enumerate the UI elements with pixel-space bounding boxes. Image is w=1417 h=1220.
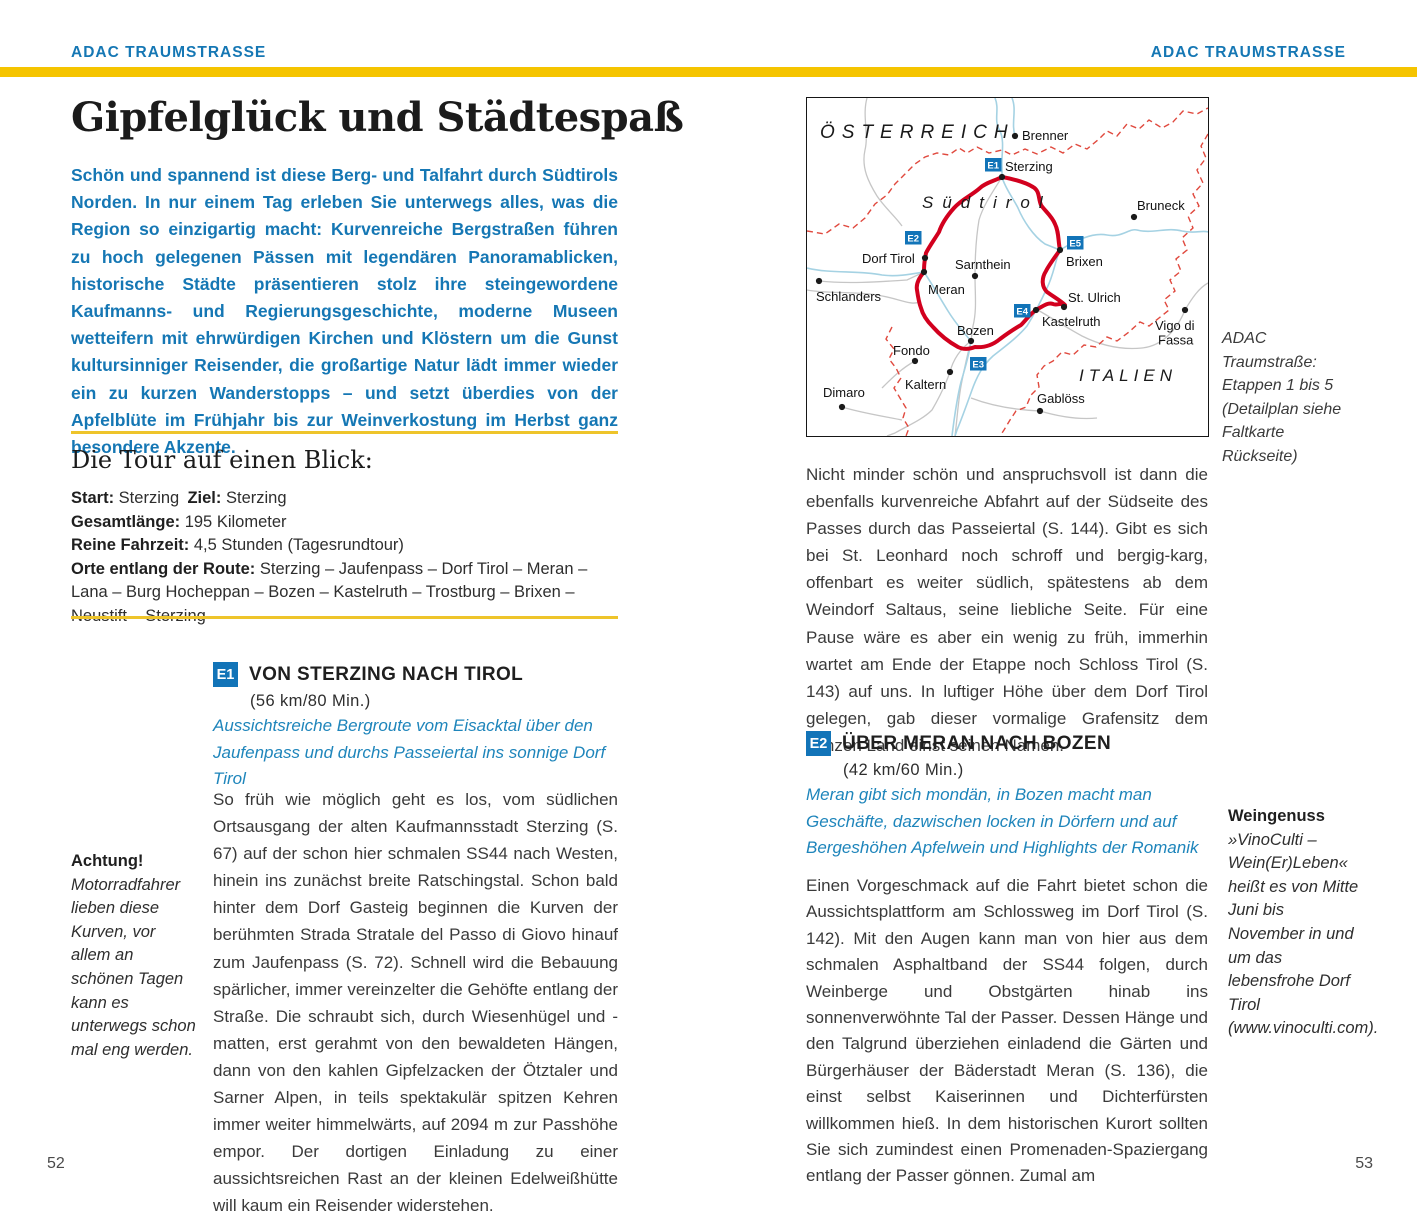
map-stage-badge [905, 231, 922, 245]
map-stage-badge [970, 357, 987, 371]
intro-paragraph: Schön und spannend ist diese Berg- und T… [71, 165, 618, 458]
map-stage-badge-label: E2 [907, 234, 919, 245]
map-city-dot [971, 272, 979, 280]
map-city-label: Gablöss [1037, 391, 1085, 406]
stage-e1-body: So früh wie möglich geht es los, vom süd… [213, 790, 618, 1216]
stage-e2-subtitle: Meran gibt sich mondän, in Bozen macht m… [806, 785, 1199, 857]
map-stage-badge [1067, 236, 1084, 250]
wine-note-title: Weingenuss [1228, 807, 1325, 825]
map-city-label: Dimaro [823, 385, 865, 400]
map-rivers [807, 98, 1208, 436]
map-city-dot [1181, 306, 1189, 314]
map-city-label: St. Ulrich [1068, 290, 1121, 305]
map-city-dot [838, 403, 846, 411]
fact-label: Orte entlang der Route: [71, 559, 256, 578]
map-city-label: Vigo di [1155, 318, 1195, 333]
map-stage-badge-label: E1 [987, 161, 999, 172]
map-city-dot [946, 368, 954, 376]
map-caption: ADAC Traumstraße: Etappen 1 bis 5 (Detai… [1222, 330, 1342, 465]
map-stage-badge-label: E5 [1069, 239, 1081, 250]
map-city-label: Sarnthein [955, 257, 1011, 272]
warning-margin-note: Achtung! Motorradfahrer lieben diese Kur… [71, 850, 199, 1062]
page-title: Gipfelglück und Städtespaß [71, 94, 684, 141]
yellow-rule-bottom [71, 616, 618, 619]
stage-e2-badge: E2 [806, 731, 831, 756]
stage-e2-body: Einen Vorgeschmack auf die Fahrt bietet … [806, 876, 1208, 1186]
route-map: ÖSTERREICH Südtirol ITALIEN Brenner Sterzing… [806, 97, 1209, 437]
map-city-dot [1011, 132, 1019, 140]
map-city-label: Bruneck [1137, 198, 1185, 213]
map-city-dot [920, 268, 928, 276]
wine-note-text: »VinoCulti – Wein(Er)Leben« heißt es von… [1228, 830, 1379, 1038]
map-country-borders [807, 107, 1208, 436]
yellow-rule-top [71, 431, 618, 434]
map-city-dot [1056, 246, 1064, 254]
map-stage-badge-label: E3 [972, 360, 984, 371]
tour-facts-list: Start: Sterzing Ziel: Sterzing Gesamtlän… [71, 487, 618, 629]
tour-overview-heading: Die Tour auf einen Blick: [71, 446, 373, 474]
tour-fact-row: Reine Fahrzeit: 4,5 Stunden (Tagesrundto… [71, 534, 618, 558]
map-city-label: Kastelruth [1042, 314, 1101, 329]
map-city-dot [1060, 303, 1068, 311]
running-head-left: ADAC TRAUMSTRASSE [71, 44, 267, 61]
fact-label: Ziel: [187, 489, 222, 507]
fact-value: 4,5 Stunden (Tagesrundtour) [189, 536, 413, 555]
warning-text: Motorradfahrer lieben diese Kurven, vor … [71, 875, 196, 1059]
map-city-dot [1130, 213, 1138, 221]
fact-value: 195 Kilometer [180, 512, 295, 531]
map-city-label: Fondo [893, 343, 930, 358]
map-city-dot [1032, 306, 1040, 314]
stage-e2-title: ÜBER MERAN NACH BOZEN [842, 733, 1112, 754]
stage-e1-badge: E1 [213, 662, 238, 687]
map-city-dot [815, 277, 823, 285]
running-head-right: ADAC TRAUMSTRASSE [1150, 44, 1346, 61]
page-number-left: 52 [47, 1155, 65, 1172]
map-city-dot [967, 337, 975, 345]
fact-value: Sterzing – Jaufenpass – Dorf Tirol – Mer… [71, 559, 588, 625]
warning-title: Achtung! [71, 852, 144, 870]
map-city-label: Schlanders [816, 289, 882, 304]
map-region-label: ITALIEN [1079, 366, 1177, 385]
map-city-label: Kaltern [905, 377, 946, 392]
tour-route-path [914, 175, 1067, 351]
route-map-svg: ÖSTERREICH Südtirol ITALIEN Brenner Sterzing… [807, 98, 1208, 436]
page-number-right: 53 [1355, 1155, 1373, 1172]
map-stage-badge-label: E4 [1016, 307, 1028, 318]
tour-fact-row: Gesamtlänge: 195 Kilometer [71, 511, 618, 535]
map-stage-badge [1014, 304, 1031, 318]
map-city-label: Brenner [1022, 128, 1069, 143]
fact-value: Sterzing [114, 489, 188, 507]
map-stage-badge [985, 158, 1002, 172]
map-region-label: Südtirol [922, 193, 1052, 212]
yellow-divider-bar [0, 67, 1417, 77]
map-city-label: Dorf Tirol [862, 251, 915, 266]
wine-margin-note: Weingenuss »VinoCulti – Wein(Er)Leben« h… [1228, 805, 1379, 1041]
stage-e1-subtitle: Aussichtsreiche Bergroute vom Eisacktal … [213, 716, 606, 788]
map-city-label: Bozen [957, 323, 994, 338]
stage-e2-duration: (42 km/60 Min.) [843, 761, 964, 779]
map-city-label: Brixen [1066, 254, 1103, 269]
map-city-dot [998, 173, 1006, 181]
map-city-label: Sterzing [1005, 159, 1053, 174]
map-city-dot [921, 254, 929, 262]
fact-value: Sterzing [221, 489, 295, 507]
map-city-dot [1036, 407, 1044, 415]
stage-e1-title: VON STERZING NACH TIROL [249, 664, 524, 685]
passeiertal-paragraph: Nicht minder schön und anspruchsvoll ist… [806, 465, 1208, 755]
stage-e1-duration: (56 km/80 Min.) [250, 692, 371, 710]
tour-fact-row: Orte entlang der Route: Sterzing – Jaufe… [71, 558, 618, 629]
map-city-dot [911, 357, 919, 365]
map-city-label: Meran [928, 282, 965, 297]
tour-fact-row: Start: Sterzing Ziel: Sterzing [71, 487, 618, 511]
fact-label: Gesamtlänge: [71, 512, 181, 531]
map-region-label: ÖSTERREICH [820, 122, 1015, 143]
fact-label: Start: [71, 489, 115, 507]
map-city-label: Fassa [1158, 333, 1194, 348]
map-roads [807, 98, 1208, 436]
fact-label: Reine Fahrzeit: [71, 536, 190, 555]
